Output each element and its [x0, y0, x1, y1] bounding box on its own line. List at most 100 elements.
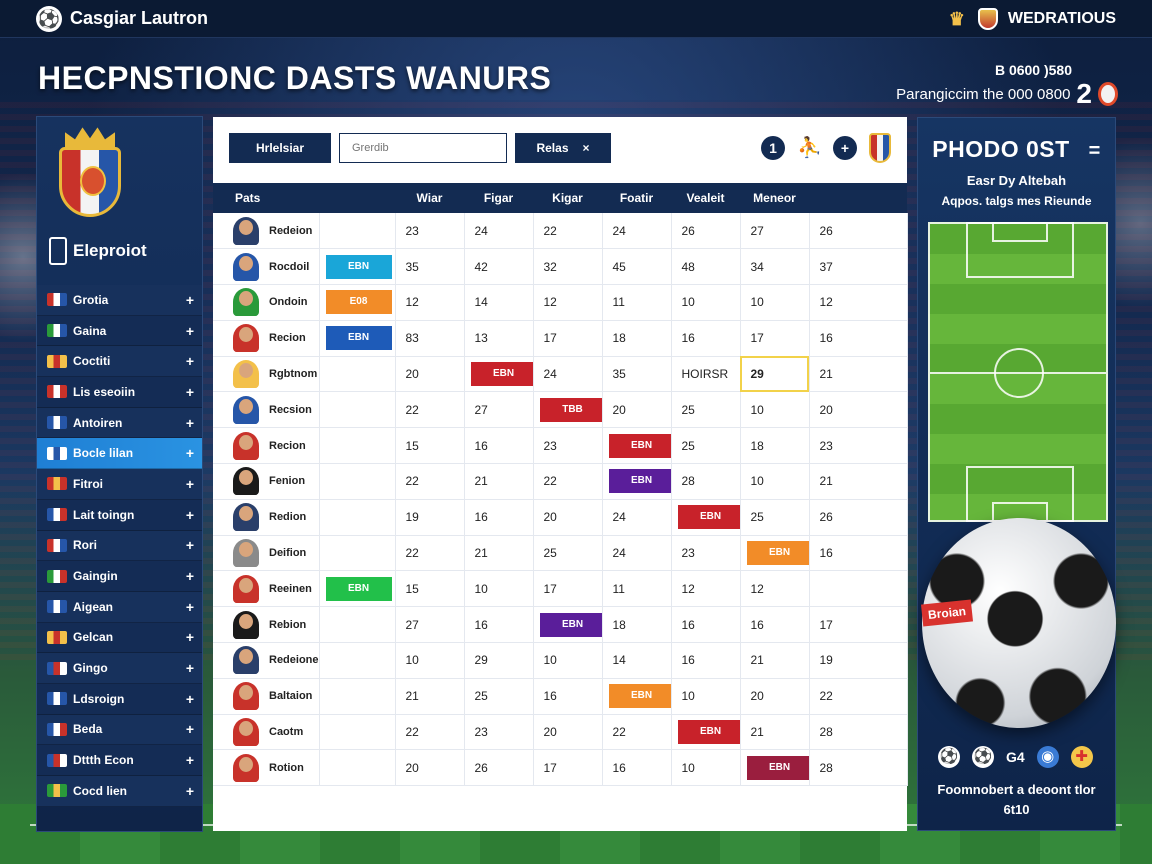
expand-plus-icon[interactable]: +: [185, 629, 194, 646]
table-row[interactable]: Redeione 10 29 10 14 16 21 19: [213, 642, 908, 679]
expand-plus-icon[interactable]: +: [185, 568, 194, 585]
table-row[interactable]: Redion 19 16 20 24 EBN 25 26: [213, 499, 908, 536]
globe-icon[interactable]: ◉: [1036, 746, 1059, 768]
stat-value: 35: [612, 367, 626, 382]
status-badge[interactable]: EBN: [746, 541, 808, 566]
table-row[interactable]: Recsion 22 27 TBB 20 25 10 20: [213, 391, 908, 429]
expand-plus-icon[interactable]: +: [185, 690, 194, 707]
stat-cell: 22: [395, 535, 465, 572]
top-right-label[interactable]: WEDRATIOUS: [1007, 9, 1116, 27]
expand-plus-icon[interactable]: +: [185, 291, 194, 308]
stat-value: 12: [681, 581, 695, 596]
soccer-ball-icon[interactable]: ⚽: [972, 746, 994, 768]
avatar: [233, 539, 259, 568]
add-button[interactable]: +: [833, 136, 857, 160]
sidebar-item[interactable]: Lis eseoiin +: [37, 377, 202, 408]
sidebar-item-label: Ldsroign: [73, 691, 125, 706]
status-badge[interactable]: EBN: [325, 576, 392, 601]
status-badge[interactable]: EBN: [539, 612, 601, 637]
sidebar-item[interactable]: Rori +: [37, 530, 202, 562]
sidebar-item[interactable]: Aigean +: [37, 591, 202, 623]
sidebar-item[interactable]: Lait toingn +: [37, 499, 202, 531]
column-header[interactable]: Pats: [213, 183, 319, 213]
column-header-spacer: [809, 183, 907, 213]
player-kick-icon[interactable]: ⛹: [797, 137, 822, 159]
status-badge[interactable]: E08: [325, 290, 392, 315]
sidebar-item[interactable]: Gelcan +: [37, 622, 202, 654]
column-header[interactable]: Meneor: [740, 183, 809, 213]
table-row[interactable]: Caotm 22 23 20 22 EBN 21 28: [213, 714, 908, 751]
table-row[interactable]: ReeinenEBN151017111212EBN: [213, 570, 908, 608]
status-badge[interactable]: EBN: [325, 254, 392, 279]
table-row[interactable]: Recion 15 16 23 EBN 25 18 23: [213, 427, 908, 465]
brand[interactable]: ⚽ Casgiar Lautron: [36, 5, 208, 32]
expand-plus-icon[interactable]: +: [185, 506, 194, 523]
search-input[interactable]: [339, 133, 507, 163]
expand-plus-icon[interactable]: +: [185, 383, 194, 400]
table-row[interactable]: Fenion 22 21 22 EBN 28 10 21: [213, 463, 908, 500]
table-row[interactable]: Baltaion 21 25 16 EBN 10 20 22: [213, 678, 908, 715]
table-row[interactable]: Redeion 23 24 22 24 26 27 26: [213, 213, 908, 250]
expand-plus-icon[interactable]: +: [185, 414, 194, 431]
sidebar-item[interactable]: Cocd lien +: [37, 776, 202, 807]
status-badge[interactable]: TBB: [539, 397, 601, 422]
table-row[interactable]: Ondoin E08 12 14 12 11 10 10 12: [213, 284, 908, 321]
status-badge[interactable]: EBN: [677, 505, 739, 530]
icons-text[interactable]: G4: [1006, 749, 1025, 765]
action-button[interactable]: Relas ×: [515, 133, 611, 163]
expand-plus-icon[interactable]: +: [185, 537, 194, 554]
status-badge[interactable]: EBN: [608, 469, 670, 494]
table-row[interactable]: Rotion 20 26 17 16 10 EBN 28: [213, 749, 908, 787]
table-row[interactable]: Rocdoil EBN 35 42 32 45 48 34 37: [213, 248, 908, 286]
cross-flag-icon[interactable]: ✚: [1070, 746, 1093, 768]
menu-icon[interactable]: =: [1088, 140, 1101, 162]
table-row[interactable]: Deifion 22 21 25 24 23 EBN 16: [213, 535, 908, 572]
expand-plus-icon[interactable]: +: [185, 445, 194, 462]
status-badge[interactable]: EBN: [677, 720, 739, 745]
flag-icon: [47, 416, 67, 430]
expand-plus-icon[interactable]: +: [185, 598, 194, 615]
column-header[interactable]: Figar: [464, 183, 533, 213]
expand-plus-icon[interactable]: +: [185, 353, 194, 370]
sidebar-item[interactable]: Grotia +: [37, 285, 202, 316]
sidebar-item[interactable]: Fitroi +: [37, 469, 202, 500]
sidebar-item[interactable]: Ldsroign +: [37, 683, 202, 715]
sidebar-item[interactable]: Gaina +: [37, 315, 202, 347]
column-header[interactable]: Vealeit: [671, 183, 740, 213]
sidebar-item[interactable]: Coctiti +: [37, 346, 202, 378]
sidebar-item[interactable]: Bocle lilan +: [37, 438, 202, 470]
expand-plus-icon[interactable]: +: [185, 322, 194, 339]
status-badge[interactable]: EBN: [325, 326, 392, 351]
sidebar-item[interactable]: Beda +: [37, 714, 202, 746]
soccer-ball-icon[interactable]: ⚽: [938, 746, 960, 768]
column-header[interactable]: [319, 183, 395, 213]
table-row[interactable]: Rgbtnom 20 EBN 24 35 HOIRSR 29 21: [213, 356, 908, 393]
info-button[interactable]: 1: [761, 136, 785, 160]
club-crest-icon[interactable]: [869, 133, 891, 163]
expand-plus-icon[interactable]: +: [185, 782, 194, 799]
status-badge[interactable]: EBN: [608, 433, 670, 458]
expand-plus-icon[interactable]: +: [185, 752, 194, 769]
flag-icon: [47, 600, 67, 614]
right-panel-footer: Foomnobert a deoont tlor 6t10: [924, 780, 1109, 820]
table-row[interactable]: Rebion 27 16 EBN 18 16 16 17: [213, 606, 908, 644]
filter-button[interactable]: Hrlelsiar: [229, 133, 331, 163]
column-header[interactable]: Foatir: [602, 183, 671, 213]
club-crest-icon[interactable]: [977, 7, 998, 30]
stat-cell: 12: [533, 284, 603, 321]
status-badge[interactable]: EBN: [470, 362, 532, 387]
expand-plus-icon[interactable]: +: [185, 721, 194, 738]
table-row[interactable]: Recion EBN 83 13 17 18 16 17 16: [213, 320, 908, 357]
sidebar-item[interactable]: Gingo +: [37, 653, 202, 684]
status-badge[interactable]: EBN: [608, 684, 670, 709]
sidebar-item[interactable]: Dttth Econ +: [37, 745, 202, 776]
expand-plus-icon[interactable]: +: [185, 660, 194, 677]
status-badge[interactable]: EBN: [746, 755, 808, 780]
expand-plus-icon[interactable]: +: [185, 475, 194, 492]
sidebar-item[interactable]: Gaingin +: [37, 561, 202, 592]
column-header[interactable]: Kigar: [533, 183, 602, 213]
chef-hat-icon[interactable]: ♛: [948, 8, 965, 29]
column-header[interactable]: Wiar: [395, 183, 464, 213]
stat-cell: 10: [395, 642, 465, 679]
sidebar-item[interactable]: Antoiren +: [37, 407, 202, 439]
